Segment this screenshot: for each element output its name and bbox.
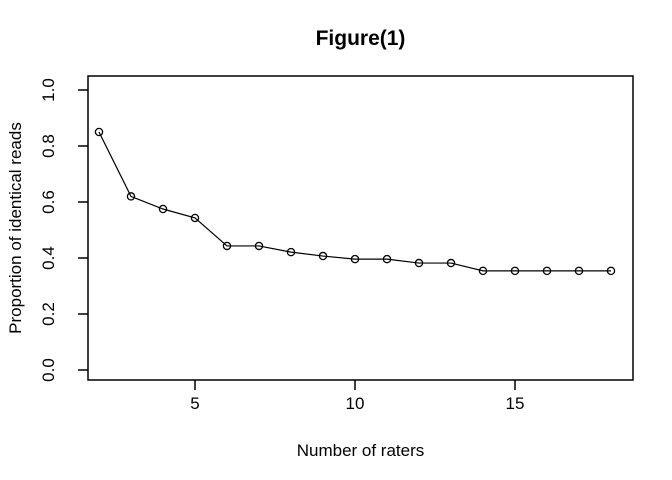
y-tick-label: 0.6 (39, 190, 58, 214)
y-tick-label: 0.2 (39, 302, 58, 326)
data-point (126, 192, 136, 201)
data-point (574, 266, 584, 276)
data-point (350, 254, 360, 264)
plot-box (87, 75, 634, 381)
y-tick-label: 0.8 (39, 134, 58, 158)
x-axis-label: Number of raters (296, 441, 425, 460)
data-point (478, 266, 488, 276)
data-point (606, 266, 616, 276)
data-point (446, 258, 456, 268)
y-tick-label: 1.0 (39, 78, 58, 102)
data-point (318, 251, 328, 261)
x-tick-label: 15 (506, 394, 525, 413)
x-tick-label: 5 (190, 394, 199, 413)
data-point (510, 266, 520, 276)
data-point (414, 258, 424, 268)
chart-title: Figure(1) (315, 27, 406, 50)
data-point (222, 241, 232, 251)
data-point (94, 127, 104, 137)
data-point (286, 247, 296, 257)
x-tick-label: 10 (346, 394, 365, 413)
y-tick-label: 0.0 (39, 358, 58, 382)
data-point (542, 266, 552, 276)
data-point (190, 213, 200, 223)
data-point (382, 254, 392, 264)
data-line (98, 131, 611, 272)
y-tick-label: 0.4 (39, 246, 58, 270)
data-point (254, 241, 264, 251)
data-point (158, 204, 168, 214)
